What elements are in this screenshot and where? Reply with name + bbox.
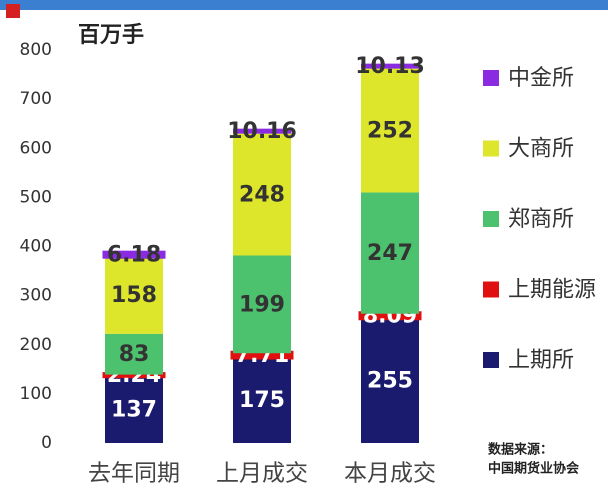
y-tick-label: 800 bbox=[20, 40, 52, 60]
legend-swatch bbox=[483, 140, 499, 157]
y-tick-label: 500 bbox=[20, 187, 52, 207]
bar-segment bbox=[361, 192, 419, 314]
y-axis-label: 百万手 bbox=[78, 23, 144, 48]
bar-segment bbox=[233, 128, 291, 134]
data-label: 137 bbox=[111, 397, 157, 422]
data-label: 175 bbox=[239, 388, 285, 413]
y-tick-label: 300 bbox=[20, 286, 52, 306]
legend-label: 中金所 bbox=[508, 66, 574, 91]
bar-segment bbox=[233, 133, 291, 256]
data-label: 10.16 bbox=[227, 119, 297, 144]
bar-segment bbox=[361, 317, 419, 443]
legend-swatch bbox=[483, 281, 499, 298]
data-label: 158 bbox=[111, 283, 157, 308]
legend-swatch bbox=[483, 70, 499, 86]
x-tick-label: 去年同期 bbox=[88, 461, 180, 487]
bar-segment bbox=[233, 357, 291, 443]
bar-segment bbox=[105, 333, 163, 375]
bar-segment bbox=[361, 68, 419, 193]
data-label: 10.13 bbox=[355, 54, 425, 79]
legend-label: 上期所 bbox=[508, 348, 574, 373]
banner bbox=[0, 0, 608, 10]
y-tick-label: 200 bbox=[20, 335, 52, 355]
data-label: 199 bbox=[239, 292, 285, 317]
y-tick-label: 100 bbox=[20, 384, 52, 404]
data-label: 6.18 bbox=[107, 243, 161, 268]
y-tick-label: 400 bbox=[20, 237, 52, 257]
legend-swatch bbox=[483, 211, 499, 227]
data-label: 248 bbox=[239, 183, 285, 208]
y-tick-label: 0 bbox=[41, 433, 52, 453]
y-tick-label: 600 bbox=[20, 138, 52, 158]
bar-segment bbox=[102, 250, 166, 259]
bar-segment bbox=[105, 256, 163, 334]
legend-label: 大商所 bbox=[508, 137, 574, 162]
y-tick-label: 700 bbox=[20, 89, 52, 109]
data-label: 255 bbox=[367, 368, 413, 393]
logo bbox=[6, 4, 20, 18]
data-label: 247 bbox=[367, 241, 413, 266]
bar-segment bbox=[361, 63, 419, 69]
bar-segment bbox=[102, 372, 166, 379]
legend-label: 郑商所 bbox=[508, 207, 574, 232]
source: 数据来源： bbox=[488, 442, 553, 458]
bar-segment bbox=[105, 375, 163, 443]
legend-label: 上期能源 bbox=[508, 278, 596, 303]
x-tick-label: 本月成交 bbox=[344, 461, 436, 487]
data-label: 252 bbox=[367, 119, 413, 144]
data-label: 83 bbox=[119, 342, 150, 367]
legend-swatch bbox=[483, 352, 499, 368]
source: 中国期货业协会 bbox=[488, 461, 580, 477]
bar-segment bbox=[233, 255, 291, 354]
x-tick-label: 上月成交 bbox=[216, 461, 308, 487]
